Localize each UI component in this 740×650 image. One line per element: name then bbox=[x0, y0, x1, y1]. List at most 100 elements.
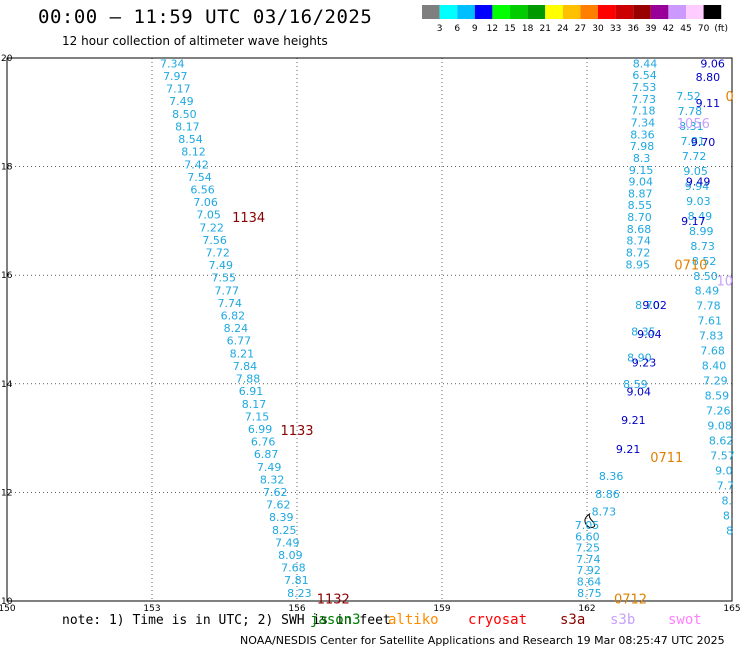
wave-height-value: 7.74 bbox=[576, 553, 601, 566]
wave-height-value: 9.06 bbox=[700, 57, 725, 70]
wave-height-value: 8.55 bbox=[628, 199, 653, 212]
legend-label: 33 bbox=[610, 24, 621, 34]
wave-height-value: 7.7 bbox=[717, 479, 735, 492]
wave-height-value: 7.61 bbox=[698, 315, 723, 328]
map-frame bbox=[6, 57, 733, 602]
footer-note: note: 1) Time is in UTC; 2) SWH is in fe… bbox=[62, 613, 391, 628]
legend-swatch bbox=[686, 5, 704, 19]
wave-height-value: 8.59 bbox=[623, 378, 648, 391]
wave-height-value: 9.17 bbox=[681, 215, 706, 228]
wave-height-value: 8.23 bbox=[287, 587, 312, 600]
legend-swatch bbox=[580, 5, 598, 19]
wave-height-value: 8.09 bbox=[278, 549, 303, 562]
wave-height-value: 8.90 bbox=[627, 352, 652, 365]
wave-height-value: 8.70 bbox=[627, 211, 652, 224]
wave-height-value: 9.70 bbox=[691, 136, 716, 149]
wave-height-value: 7.73 bbox=[631, 93, 656, 106]
wave-height-value: 7.78 bbox=[678, 105, 703, 118]
wave-height-value: 7.97 bbox=[163, 70, 188, 83]
legend-swatch bbox=[615, 5, 634, 19]
wave-height-value: 6.77 bbox=[227, 335, 252, 348]
wave-height-value: 8.95 bbox=[626, 258, 651, 271]
tick-label-lat: 10 bbox=[1, 597, 13, 607]
legend-swatch bbox=[562, 5, 581, 19]
wave-height-value: 8.62 bbox=[709, 435, 734, 448]
wave-height-value: 6.82 bbox=[221, 310, 246, 323]
wave-height-value: 8.49 bbox=[688, 210, 713, 223]
legend-label: 24 bbox=[557, 24, 569, 34]
legend-label: 70 bbox=[698, 24, 710, 34]
wave-height-value: 7.68 bbox=[700, 345, 725, 358]
wave-height-value: 9.03 bbox=[686, 195, 711, 208]
wave-height-value: 8.36 bbox=[630, 128, 655, 141]
satellite-name: s3b bbox=[610, 612, 636, 628]
tick-label-lat: 16 bbox=[1, 271, 13, 281]
legend-swatch bbox=[422, 5, 440, 19]
pass-id-label: 0 bbox=[725, 90, 733, 105]
wave-height-value: 9.02 bbox=[642, 299, 667, 312]
legend-swatch bbox=[527, 5, 546, 19]
wave-height-value: 7.49 bbox=[169, 95, 194, 108]
tick-label-lon: 156 bbox=[288, 604, 305, 612]
legend-label: 15 bbox=[504, 24, 515, 34]
wave-height-value: 7.49 bbox=[275, 536, 300, 549]
wave-height-value: 7.83 bbox=[699, 330, 724, 343]
wave-height-value: 7.52 bbox=[676, 90, 701, 103]
tick-label-lon: 165 bbox=[723, 604, 740, 612]
legend-swatch bbox=[439, 5, 458, 19]
tick-label-lat: 12 bbox=[1, 488, 12, 498]
legend-label: 45 bbox=[680, 24, 691, 34]
wave-height-value: 8.40 bbox=[702, 360, 727, 373]
legend-swatch bbox=[510, 5, 528, 19]
wave-height-value: 8.70 bbox=[635, 299, 660, 312]
wave-height-value: 7.34 bbox=[160, 57, 185, 70]
satellite-name: swot bbox=[668, 612, 702, 628]
legend-swatch bbox=[492, 5, 510, 19]
legend-swatch bbox=[668, 5, 686, 19]
wave-height-value: 7.84 bbox=[233, 360, 258, 373]
page-subtitle: 12 hour collection of altimeter wave hei… bbox=[62, 34, 328, 48]
legend-label: 39 bbox=[645, 24, 657, 34]
wave-height-value: 8.86 bbox=[595, 488, 620, 501]
wave-height-value: 8.68 bbox=[627, 223, 652, 236]
wave-height-value: 8.17 bbox=[175, 120, 200, 133]
wave-height-value: 6.87 bbox=[254, 448, 279, 461]
legend-label: 6 bbox=[454, 24, 460, 34]
legend-label: 30 bbox=[592, 24, 604, 34]
wave-height-value: 8.24 bbox=[224, 322, 249, 335]
wave-height-value: 9.04 bbox=[628, 176, 653, 189]
legend-label: 27 bbox=[575, 24, 586, 34]
wave-height-value: 7.98 bbox=[630, 140, 655, 153]
tick-label-lat: 18 bbox=[1, 163, 13, 173]
pass-id-label: 0710 bbox=[674, 258, 707, 273]
legend-label: 21 bbox=[539, 24, 550, 34]
wave-height-value: 8. bbox=[722, 494, 733, 507]
wave-height-value: 7.55 bbox=[212, 272, 237, 285]
wave-height-value: 7.49 bbox=[257, 461, 282, 474]
wave-height-value: 8.21 bbox=[230, 347, 255, 360]
wave-height-value: 9.0 bbox=[715, 464, 733, 477]
wave-height-value: 6.54 bbox=[632, 69, 657, 82]
wave-height-value: 7.05 bbox=[196, 209, 221, 222]
wave-height-value: 8.75 bbox=[577, 587, 602, 600]
wave-height-value: 8.64 bbox=[577, 576, 602, 589]
wave-height-value: 8.74 bbox=[626, 235, 651, 248]
wave-height-value: 8.54 bbox=[178, 133, 203, 146]
legend-label: (ft) bbox=[714, 24, 728, 34]
island-outline bbox=[584, 512, 596, 529]
wave-height-value: 7.78 bbox=[696, 300, 721, 313]
wave-height-value: 8.17 bbox=[242, 398, 267, 411]
legend-swatch bbox=[457, 5, 475, 19]
wave-height-value: 7.57 bbox=[710, 450, 735, 463]
wave-height-value: 7.72 bbox=[205, 247, 230, 260]
wave-height-value: 6.91 bbox=[239, 385, 264, 398]
legend-swatch bbox=[598, 5, 616, 19]
pass-id-label: 0712 bbox=[614, 592, 647, 607]
wave-height-value: 7.29 bbox=[703, 375, 728, 388]
legend-swatch bbox=[545, 5, 563, 19]
wave-height-value: 7.42 bbox=[184, 158, 209, 171]
wave-height-value: 7.68 bbox=[281, 562, 306, 575]
wave-height-value: 8.36 bbox=[599, 470, 624, 483]
wave-height-value: 8 bbox=[726, 524, 733, 537]
